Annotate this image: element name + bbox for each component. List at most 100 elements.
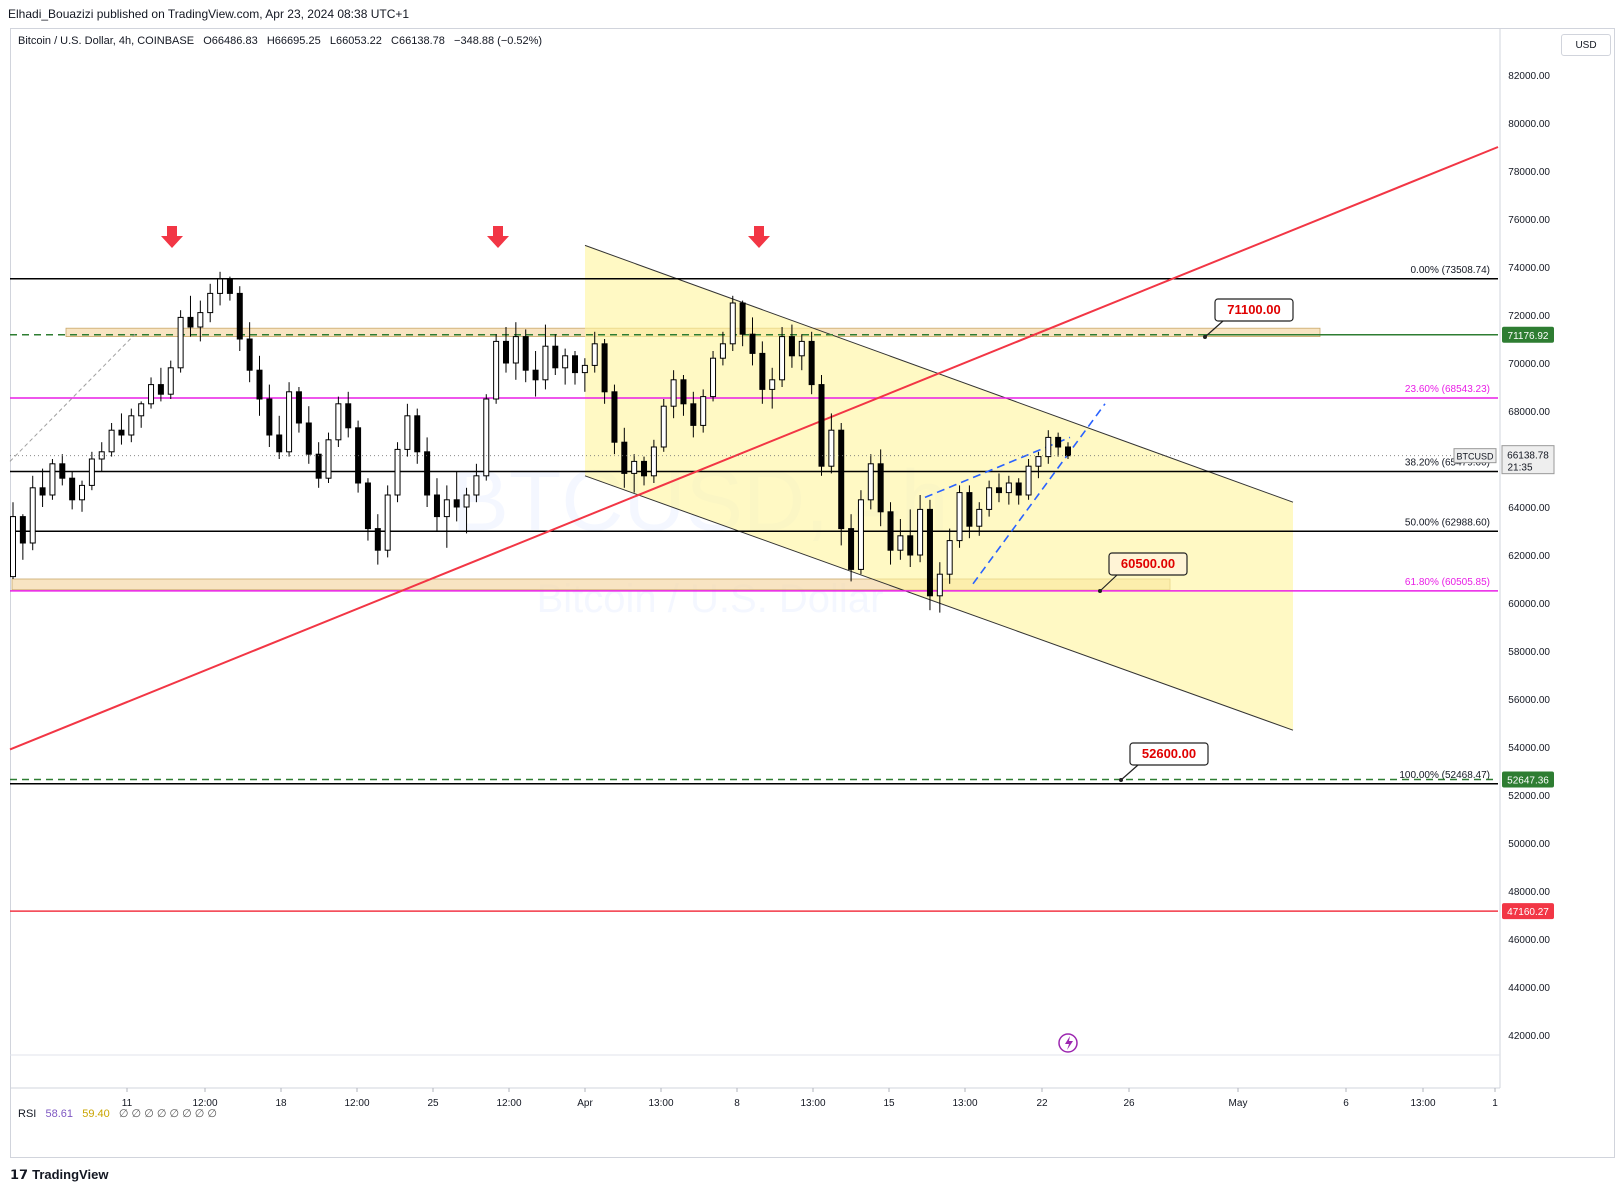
down-arrow-icon-1 — [487, 226, 509, 248]
fib-label-0: 0.00% (73508.74) — [1410, 265, 1490, 276]
candle-body — [493, 340, 500, 400]
descending-channel — [584, 244, 1294, 731]
candle-body — [897, 535, 904, 551]
candle-body — [148, 384, 155, 405]
candle-body — [167, 367, 174, 395]
last-price-bg — [1501, 445, 1555, 475]
price-label-1: 52647.36 — [1507, 775, 1549, 786]
candle-body — [118, 429, 125, 436]
low-value: L66053.22 — [329, 35, 382, 47]
rsi-empty-values: ∅ ∅ ∅ ∅ ∅ ∅ ∅ ∅ — [118, 1108, 217, 1120]
candle-body — [788, 336, 795, 357]
candle-body — [177, 316, 184, 369]
candle-body — [453, 499, 460, 508]
tradingview-footer[interactable]: 𝟭𝟳 TradingView — [10, 1167, 108, 1183]
y-tick-label: 64000.00 — [1508, 503, 1550, 514]
x-tick-label: 22 — [1036, 1098, 1048, 1109]
y-tick-label: 78000.00 — [1508, 167, 1550, 178]
x-tick-label: 13:00 — [800, 1098, 825, 1109]
candle-body — [877, 463, 884, 513]
candle-body — [719, 343, 726, 359]
lightning-bolt — [1065, 1036, 1073, 1050]
fib-label-1: 23.60% (68543.23) — [1405, 384, 1490, 395]
x-tick-label: 13:00 — [952, 1098, 977, 1109]
x-tick-label: 26 — [1123, 1098, 1135, 1109]
callout-pointer — [1204, 320, 1224, 338]
y-tick-label: 62000.00 — [1508, 551, 1550, 562]
last-symbol-label: BTCUSD — [1456, 452, 1494, 462]
symbol-legend[interactable]: Bitcoin / U.S. Dollar, 4h, COINBASE O664… — [18, 35, 542, 47]
candle-body — [266, 398, 273, 436]
candle-body — [729, 302, 736, 345]
y-tick-label: 74000.00 — [1508, 263, 1550, 274]
y-tick-label: 44000.00 — [1508, 983, 1550, 994]
candle-body — [207, 292, 214, 314]
callout-60500.00: 60500.00 — [1098, 552, 1188, 593]
candle-body — [394, 448, 401, 496]
currency-button[interactable]: USD — [1561, 34, 1611, 56]
y-tick-label: 72000.00 — [1508, 311, 1550, 322]
chart-frame — [10, 28, 1615, 1158]
candle-body — [512, 336, 519, 364]
candle-body — [217, 278, 224, 294]
candle-body — [1065, 446, 1071, 457]
candle-body — [305, 422, 312, 455]
price-axis[interactable]: 82000.00 80000.00 78000.00 76000.00 74000.00… — [1453, 28, 1555, 1088]
price-label-0: 71176.92 — [1508, 331, 1549, 342]
close-value: C66138.78 — [391, 35, 445, 47]
fibonacci-levels: 0.00% (73508.74) 23.60% (68543.23) 38.20% … — [10, 265, 1498, 912]
candle-body — [384, 494, 391, 551]
candle-body — [443, 499, 450, 518]
callout-anchor — [1203, 335, 1207, 339]
candle-body — [246, 338, 253, 371]
candle-body — [463, 494, 470, 508]
candle-body — [986, 487, 993, 510]
candle-body — [1005, 482, 1012, 494]
rsi-legend[interactable]: RSI 58.61 59.40 ∅ ∅ ∅ ∅ ∅ ∅ ∅ ∅ — [18, 1107, 217, 1120]
fib-label-2: 38.20% (65479.00) — [1405, 458, 1490, 469]
candle-body — [670, 379, 677, 407]
candle-body — [10, 516, 16, 578]
time-axis[interactable]: 11 12:00 18 12:00 25 12:00 Apr 13:00 8 13:00 15 13:… — [10, 1054, 1500, 1109]
rsi-label: RSI — [18, 1108, 37, 1120]
publisher-caption: Elhadi_Bouazizi published on TradingView… — [8, 7, 410, 21]
candle-body — [1055, 436, 1062, 448]
channel-lower-line — [584, 475, 1294, 731]
candle-body — [325, 439, 332, 479]
callout-pointer — [1120, 764, 1139, 781]
tradingview-logo-icon: 𝟭𝟳 — [10, 1167, 29, 1182]
candle-body — [798, 340, 805, 357]
candle-body — [295, 391, 302, 424]
candle-body — [818, 384, 825, 467]
candle-body — [483, 398, 490, 477]
x-tick-label: 13:00 — [1410, 1098, 1435, 1109]
candle-body — [424, 451, 431, 496]
candle-body — [187, 316, 194, 328]
candle-body — [887, 511, 894, 551]
x-tick-label: 13:00 — [648, 1098, 673, 1109]
candle-body — [88, 458, 95, 486]
candle-body — [522, 336, 529, 371]
candle-body — [59, 463, 66, 479]
candle-body — [808, 340, 815, 386]
candle-body — [276, 434, 283, 453]
y-tick-label: 54000.00 — [1508, 743, 1550, 754]
candle-body — [79, 484, 86, 501]
down-arrow-icon-0 — [161, 226, 183, 248]
candle-body — [226, 278, 233, 294]
open-value: O66486.83 — [203, 35, 258, 47]
x-tick-label: 6 — [1343, 1098, 1349, 1109]
candle-body — [828, 429, 835, 467]
brand-name: TradingView — [32, 1167, 109, 1182]
candle-body — [552, 345, 559, 369]
y-tick-label: 68000.00 — [1508, 407, 1550, 418]
candle-body — [138, 403, 145, 417]
rsi-value: 58.61 — [45, 1108, 74, 1120]
last-symbol-bg — [1453, 448, 1497, 464]
candle-body — [256, 369, 263, 400]
rsi-ma-value: 59.40 — [82, 1108, 110, 1120]
candle-body — [966, 492, 973, 527]
last-price-countdown: 21:35 — [1507, 463, 1532, 474]
candle-body — [611, 391, 618, 443]
